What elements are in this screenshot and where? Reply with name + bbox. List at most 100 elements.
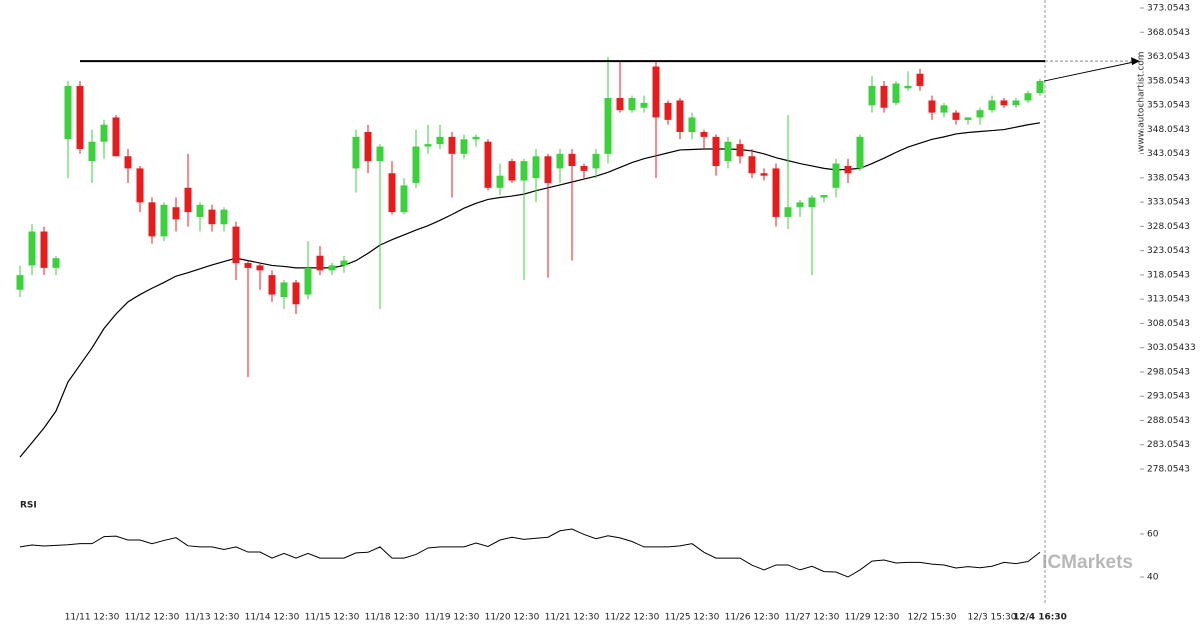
candle-body [868,85,876,106]
y-tick-label: 343.0543 [1147,149,1190,159]
candle-body [1024,93,1032,101]
candle-body [592,153,600,169]
candle-body [268,275,276,295]
candle-body [724,141,732,162]
candle-body [28,231,36,266]
y-tick-label: 313.0543 [1147,295,1190,305]
candle-body [664,102,672,120]
candle-body [112,117,120,157]
candle-body [436,136,444,145]
candle-body [448,136,456,154]
candle-body [928,100,936,113]
candle-body [736,144,744,157]
x-tick-label: 11/20 12:30 [485,613,540,623]
y-tick-label: 373.0543 [1147,4,1190,14]
candle-body [856,136,864,169]
candle-body [172,207,180,220]
candle-body [520,161,528,181]
candle-body [460,139,468,154]
y-tick-label: 303.05433 [1147,343,1196,353]
candle-body [148,202,156,237]
candle-body [532,156,540,179]
x-tick-label: 11/22 12:30 [605,613,660,623]
y-tick-label: 288.0543 [1147,416,1190,426]
candle-body [352,136,360,169]
candle-body [304,267,312,295]
candle-body [16,275,24,290]
x-tick-label: 11/26 12:30 [725,613,780,623]
y-tick-label: 338.0543 [1147,173,1190,183]
candle-body [952,112,960,120]
x-tick-label: 12/3 15:30 [967,613,1016,623]
candle-body [676,100,684,133]
candle-body [316,255,324,271]
x-tick-label: 12/4 16:30 [1013,613,1067,623]
candle-body [232,226,240,264]
candle-body [604,98,612,154]
y-tick-label: 293.0543 [1147,392,1190,402]
candle-body [124,156,132,169]
y-tick-label: 318.0543 [1147,270,1190,280]
candle-body [328,265,336,271]
broker-watermark: ICMarkets [1042,552,1133,573]
candle-body [964,117,972,120]
candle-body [220,209,228,225]
candle-body [652,66,660,118]
candle-body [568,153,576,166]
candle-body [364,132,372,162]
candle-body [292,282,300,305]
candle-body [712,136,720,166]
candle-body [196,204,204,217]
y-tick-label: 298.0543 [1147,367,1190,377]
candle-body [388,173,396,213]
candle-body [808,197,816,208]
projection-arrow [1043,60,1139,82]
candle-body [136,168,144,203]
candle-body [916,73,924,86]
candle-body [544,156,552,183]
candle-body [556,153,564,169]
candle-body [988,100,996,111]
candle-body [376,146,384,162]
y-tick-label: 353.0543 [1147,101,1190,111]
y-tick-label: 363.0543 [1147,52,1190,62]
candle-body [784,207,792,217]
candle-body [472,136,480,140]
candle-body [244,263,252,268]
y-tick-label: 348.0543 [1147,125,1190,135]
arrow-head [1131,57,1140,66]
y-tick-label: 60 [1147,530,1159,540]
candle-body [892,83,900,103]
candle-body [496,175,504,188]
moving-average [19,122,1041,458]
x-tick-label: 11/27 12:30 [785,613,840,623]
candle-body [64,85,72,140]
candle-body [1000,100,1008,106]
rsi-line [19,528,1041,578]
y-tick-label: 368.0543 [1147,28,1190,38]
candle-body [700,132,708,137]
candle-body [820,195,828,198]
x-tick-label: 11/13 12:30 [185,613,240,623]
candle-body [412,146,420,183]
candle-body [280,282,288,297]
candle-body [880,85,888,108]
candle-body [940,105,948,113]
candle-body [832,163,840,188]
y-tick-label: 328.0543 [1147,222,1190,232]
candle-body [904,85,912,89]
x-tick-label: 12/2 15:30 [907,613,956,623]
candle-body [88,141,96,162]
candle-body [484,141,492,188]
x-tick-label: 11/29 12:30 [845,613,900,623]
x-tick-label: 11/14 12:30 [245,613,300,623]
x-tick-label: 11/19 12:30 [425,613,480,623]
candle-body [844,165,852,174]
x-tick-label: 11/25 12:30 [665,613,720,623]
candle-body [1036,81,1044,94]
candle-body [976,110,984,118]
candle-body [796,202,804,208]
x-tick-label: 11/21 12:30 [545,613,600,623]
y-tick-label: 278.0543 [1147,465,1190,475]
